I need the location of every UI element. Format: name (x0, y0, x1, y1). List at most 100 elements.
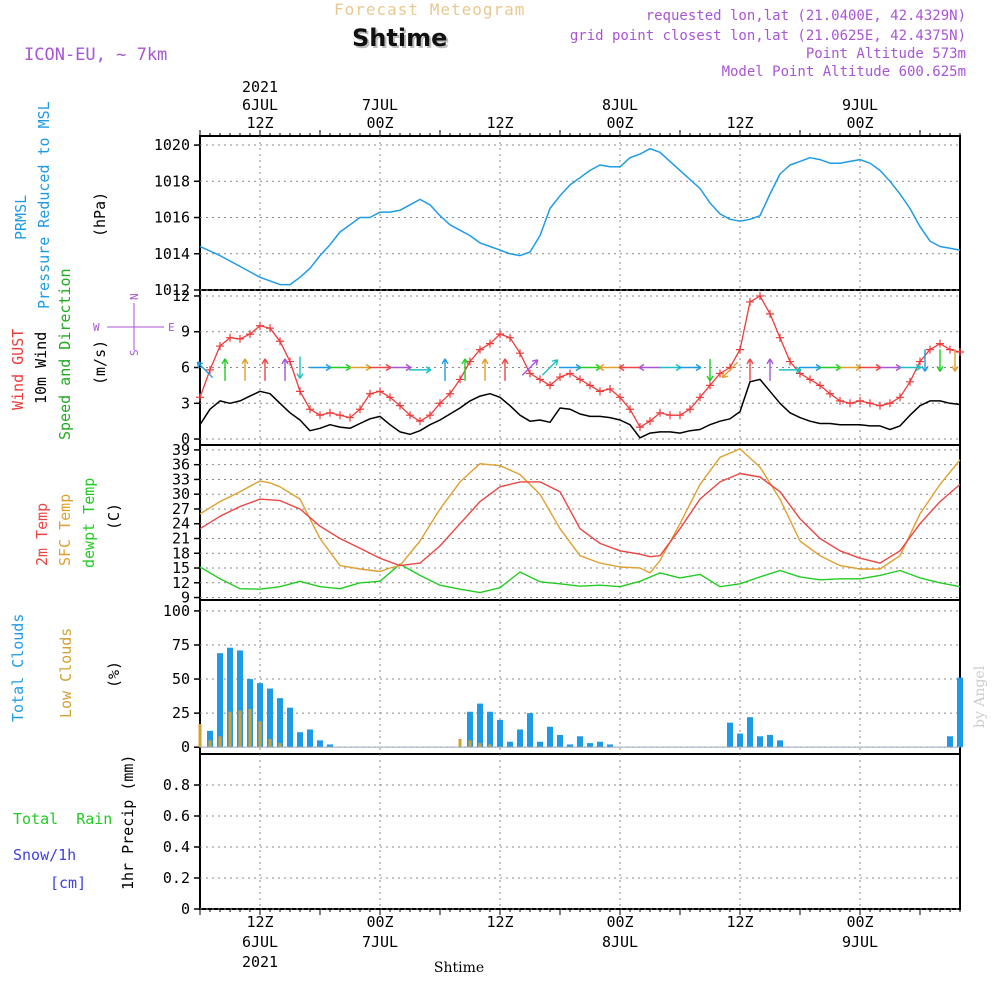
temp-frame (199, 444, 961, 601)
wind-barb-head (241, 358, 249, 365)
gust-marker (266, 324, 274, 333)
gust-marker (566, 369, 574, 378)
gust-marker (616, 393, 624, 402)
temp-y-tick-label: 18 (172, 544, 190, 562)
precip-panel: 0 0.2 0.4 0.6 0.8 (163, 776, 190, 918)
wind-barb-shaft (541, 359, 559, 376)
gust-marker (246, 330, 254, 339)
gust-marker (776, 333, 784, 342)
total-cloud-bar (947, 736, 953, 748)
wind-barb-head (721, 371, 729, 379)
wind-barb-head (296, 373, 304, 379)
gust-marker (706, 381, 714, 390)
cloud-y-tick-label: 50 (172, 670, 190, 688)
t2m-line (199, 472, 961, 567)
wind-barb (461, 358, 469, 381)
wind-barb-head (951, 365, 959, 372)
gust-marker (666, 411, 674, 420)
pressure-panel: 1012 1014 1016 1018 1020 (154, 136, 961, 299)
wind-barb-head (501, 358, 509, 365)
wind-barb (679, 363, 702, 372)
wind-y-tick-label: 6 (181, 359, 190, 377)
wind-barb (281, 358, 289, 381)
wind-barb-head (638, 363, 645, 372)
gust-marker (376, 387, 384, 396)
gust-marker (256, 321, 264, 330)
total-cloud-bar (307, 729, 313, 748)
gust-marker (526, 369, 534, 378)
bottom-time-label: 8JUL (602, 933, 638, 951)
cm-label: [cm] (50, 874, 86, 892)
total-cloud-bar (957, 677, 963, 748)
point-altitude: Point Altitude 573m (805, 46, 966, 62)
total-clouds-label: Total Clouds (9, 614, 27, 722)
gust-marker (826, 389, 834, 398)
bottom-time-label: 9JUL (842, 933, 878, 951)
gust-marker (516, 349, 524, 358)
bottom-time-label: 2021 (242, 953, 278, 971)
gust-marker (746, 297, 754, 306)
total-cloud-bar (747, 717, 753, 748)
precip-y-tick-label: 0 (181, 900, 190, 918)
top-time-label: 2021 (242, 78, 278, 96)
low-cloud-bar (238, 710, 242, 748)
total-cloud-bar (507, 741, 513, 748)
wind-barb-head (921, 365, 929, 372)
compass-n: N (128, 293, 141, 300)
pressure-y-tick-label: 1014 (154, 245, 190, 263)
low-cloud-bar (218, 736, 222, 748)
wind-barb-head (461, 358, 469, 365)
temp-y-tick-label: 15 (172, 559, 190, 577)
low-cloud-bar (488, 744, 492, 748)
gust-marker (606, 384, 614, 393)
hpa-label: (hPa) (91, 192, 109, 237)
wind-panel: 0 3 6 9 12 (172, 287, 964, 448)
gust-marker (216, 342, 224, 351)
snow-label: Snow/1h (13, 846, 76, 864)
gust-marker (836, 396, 844, 405)
gust-marker (806, 375, 814, 384)
gust-marker (506, 333, 514, 342)
top-time-label: 7JUL (362, 96, 398, 114)
low-cloud-bar (198, 724, 202, 748)
wind-barb (501, 358, 509, 381)
gust-marker (236, 334, 244, 343)
dew-label: dewpt Temp (80, 478, 98, 568)
gust-marker (396, 401, 404, 410)
gust-marker (816, 381, 824, 390)
total-cloud-bar (527, 713, 533, 748)
gust-marker (766, 309, 774, 318)
gust-marker (946, 345, 954, 354)
gust-marker (426, 411, 434, 420)
wind-barb-head (706, 375, 714, 382)
precip-y-tick-label: 0.6 (163, 807, 190, 825)
precip-label: 1hr Precip (mm) (119, 755, 137, 890)
bottom-time-label: 12Z (486, 913, 513, 931)
wind10m-line (199, 378, 961, 439)
gust-marker (956, 348, 964, 356)
total-cloud-bar (257, 683, 263, 748)
wind-y-tick-label: 9 (181, 323, 190, 341)
compass-s: S (128, 349, 141, 356)
low-cloud-bar (458, 739, 462, 748)
wind-barb (839, 363, 862, 372)
wind-barb (721, 361, 739, 379)
gust-marker (626, 405, 634, 414)
wind-barb (196, 361, 214, 379)
gust-marker (936, 339, 944, 348)
total-cloud-bar (517, 729, 523, 748)
gust-marker (496, 330, 504, 339)
gust-line (199, 295, 961, 428)
temp-y-tick-label: 33 (172, 470, 190, 488)
wind-y-tick-label: 12 (172, 287, 190, 305)
grid-lines (200, 136, 960, 910)
low-cloud-bar (208, 740, 212, 748)
wind-barb (409, 366, 432, 374)
cloud-y-tick-label: 25 (172, 704, 190, 722)
gust-marker (456, 375, 464, 384)
total-rain-label: Total Rain (13, 810, 112, 828)
gust-marker (326, 408, 334, 417)
cloud-y-tick-label: 0 (181, 738, 190, 756)
wind-barb-head (618, 363, 625, 372)
total-cloud-bar (327, 744, 333, 748)
